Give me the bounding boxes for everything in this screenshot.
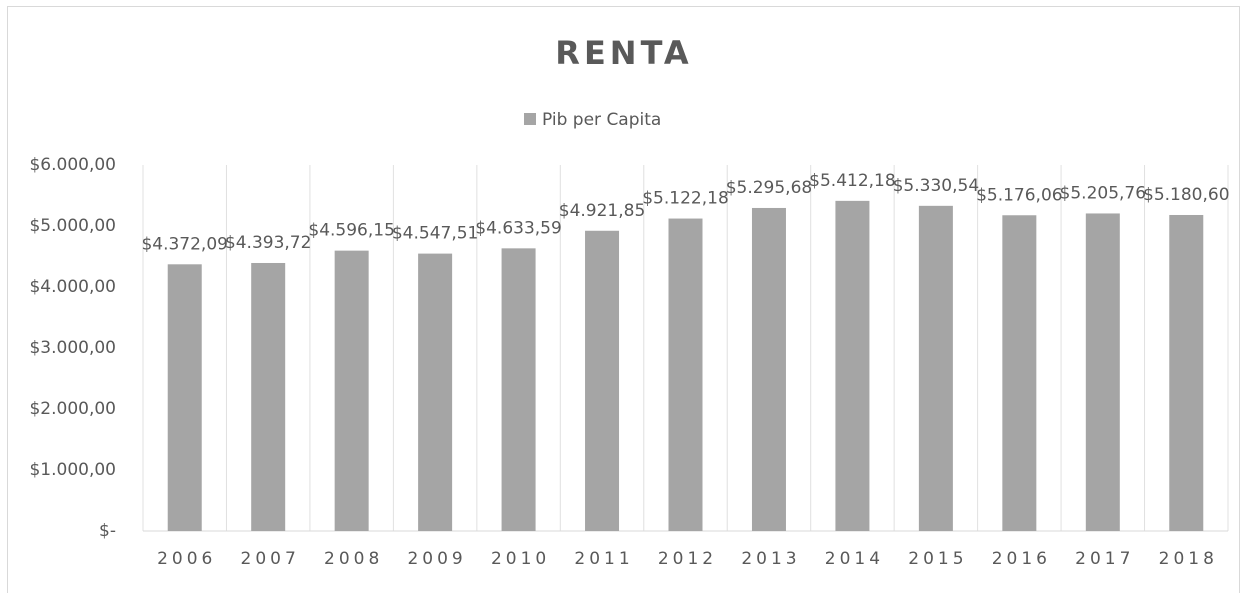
data-label: $4.633,59	[475, 218, 562, 238]
data-label: $5.330,54	[893, 176, 980, 196]
bar	[501, 248, 536, 531]
y-tick-label: $2.000,00	[29, 399, 116, 419]
legend-swatch	[524, 113, 536, 125]
x-tick-label: 2015	[908, 549, 967, 569]
chart-title: RENTA	[555, 34, 692, 72]
x-tick-label: 2018	[1159, 549, 1218, 569]
x-tick-label: 2012	[658, 549, 717, 569]
data-label: $5.176,06	[976, 185, 1063, 205]
bar	[1169, 214, 1204, 531]
data-label: $4.921,85	[559, 201, 646, 221]
data-label: $4.547,51	[392, 224, 479, 244]
bar	[585, 230, 620, 531]
x-tick-label: 2011	[574, 549, 633, 569]
y-tick-label: $5.000,00	[29, 216, 116, 236]
bar	[668, 218, 703, 532]
x-tick-label: 2014	[825, 549, 884, 569]
x-tick-label: 2017	[1075, 549, 1134, 569]
bar	[835, 200, 870, 531]
x-tick-label: 2008	[324, 549, 383, 569]
y-tick-label: $4.000,00	[29, 277, 116, 297]
data-label: $5.412,18	[809, 171, 896, 191]
data-label: $4.372,09	[141, 234, 228, 254]
bar	[918, 205, 953, 531]
y-tick-label: $1.000,00	[29, 460, 116, 480]
bar	[334, 250, 369, 531]
chart-frame	[7, 6, 1240, 593]
x-tick-label: 2013	[741, 549, 800, 569]
bar	[167, 264, 202, 531]
x-tick-label: 2016	[992, 549, 1051, 569]
legend-label: Pib per Capita	[542, 110, 661, 130]
data-label: $5.180,60	[1143, 185, 1230, 205]
data-label: $5.205,76	[1060, 183, 1147, 203]
bar	[1002, 215, 1037, 531]
data-label: $4.596,15	[308, 221, 395, 241]
x-tick-label: 2009	[407, 549, 466, 569]
data-label: $5.295,68	[726, 178, 813, 198]
x-tick-label: 2007	[241, 549, 300, 569]
bar	[751, 207, 786, 532]
bar	[1085, 213, 1120, 531]
bar	[418, 253, 453, 532]
x-tick-label: 2006	[157, 549, 216, 569]
data-label: $5.122,18	[642, 189, 729, 209]
y-tick-label: $-	[99, 521, 116, 541]
bar	[251, 262, 286, 531]
y-tick-label: $3.000,00	[29, 338, 116, 358]
x-tick-label: 2010	[491, 549, 550, 569]
data-label: $4.393,72	[225, 233, 312, 253]
y-tick-label: $6.000,00	[29, 155, 116, 175]
